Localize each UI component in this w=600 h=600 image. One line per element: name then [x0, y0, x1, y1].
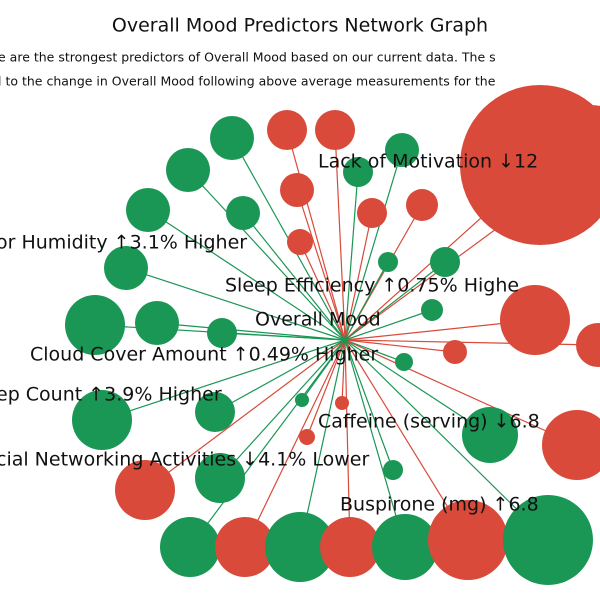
- node: [295, 393, 309, 407]
- edge: [344, 339, 394, 471]
- edge: [101, 339, 346, 421]
- node-label: ep Count ↑3.9% Higher: [0, 384, 222, 406]
- subtitle-line: e are the strongest predictors of Overal…: [0, 50, 496, 65]
- node: [343, 157, 373, 187]
- node: [115, 460, 175, 520]
- edge: [156, 322, 346, 341]
- edge: [344, 339, 405, 363]
- node: [210, 116, 254, 160]
- edge: [299, 241, 346, 341]
- edge: [296, 189, 346, 341]
- node: [535, 105, 600, 215]
- node: [357, 198, 387, 228]
- edge: [344, 309, 433, 341]
- edge: [344, 212, 373, 341]
- node: [299, 429, 315, 445]
- subtitle-line: l to the change in Overall Mood followin…: [0, 74, 496, 89]
- node-label: cial Networking Activities ↓4.1% Lower: [0, 449, 369, 471]
- node: [395, 353, 413, 371]
- node: [372, 514, 438, 580]
- node: [215, 517, 275, 577]
- node: [421, 299, 443, 321]
- center-label: Overall Mood: [255, 309, 381, 331]
- node: [207, 318, 237, 348]
- edge: [125, 267, 346, 341]
- edge: [286, 129, 346, 341]
- node: [385, 133, 419, 167]
- node: [406, 189, 438, 221]
- node-label: Buspirone (mg) ↑6.8: [340, 494, 539, 516]
- edge: [221, 332, 346, 341]
- node: [166, 148, 210, 192]
- edge: [187, 169, 346, 341]
- node: [335, 396, 349, 410]
- node: [226, 196, 260, 230]
- edge: [344, 339, 351, 548]
- edge: [244, 339, 346, 548]
- edge: [344, 339, 491, 436]
- node-label: Cloud Cover Amount ↑0.49% Higher: [30, 344, 378, 366]
- edge: [341, 339, 346, 404]
- node: [503, 495, 593, 585]
- edge: [344, 149, 403, 341]
- node: [315, 110, 355, 150]
- node: [160, 517, 220, 577]
- node: [428, 500, 508, 580]
- center-node: [342, 337, 348, 343]
- node: [65, 295, 125, 355]
- edge: [344, 339, 406, 548]
- node: [72, 390, 132, 450]
- edge: [344, 339, 456, 353]
- node: [383, 460, 403, 480]
- node: [287, 229, 313, 255]
- edge: [334, 129, 346, 341]
- node: [500, 285, 570, 355]
- node: [462, 407, 518, 463]
- node-label: Lack of Motivation ↓12: [318, 151, 538, 173]
- edge: [344, 171, 359, 341]
- node: [195, 392, 235, 432]
- node: [265, 512, 335, 582]
- edge: [344, 261, 389, 341]
- edge: [144, 339, 346, 491]
- edge: [344, 339, 549, 541]
- edge: [344, 339, 578, 446]
- node: [378, 252, 398, 272]
- node-label: or Humidity ↑3.1% Higher: [0, 232, 247, 254]
- title: Overall Mood Predictors Network Graph: [112, 15, 488, 37]
- edge: [242, 212, 346, 341]
- node: [104, 246, 148, 290]
- edge: [299, 339, 346, 548]
- node: [542, 410, 600, 480]
- edge: [344, 261, 446, 341]
- edge: [189, 339, 346, 548]
- node: [195, 453, 245, 503]
- node: [267, 110, 307, 150]
- node: [576, 323, 600, 367]
- node: [320, 517, 380, 577]
- nodes: [65, 85, 600, 585]
- edge: [306, 339, 346, 438]
- edge: [214, 339, 346, 413]
- node: [280, 173, 314, 207]
- node: [126, 188, 170, 232]
- edge: [219, 339, 346, 479]
- node: [430, 247, 460, 277]
- node-label: Caffeine (serving) ↓6.8: [318, 411, 540, 433]
- node: [135, 301, 179, 345]
- edge: [147, 209, 346, 341]
- node-label: Sleep Efficiency ↑0.75% Highe: [225, 275, 519, 297]
- node: [443, 340, 467, 364]
